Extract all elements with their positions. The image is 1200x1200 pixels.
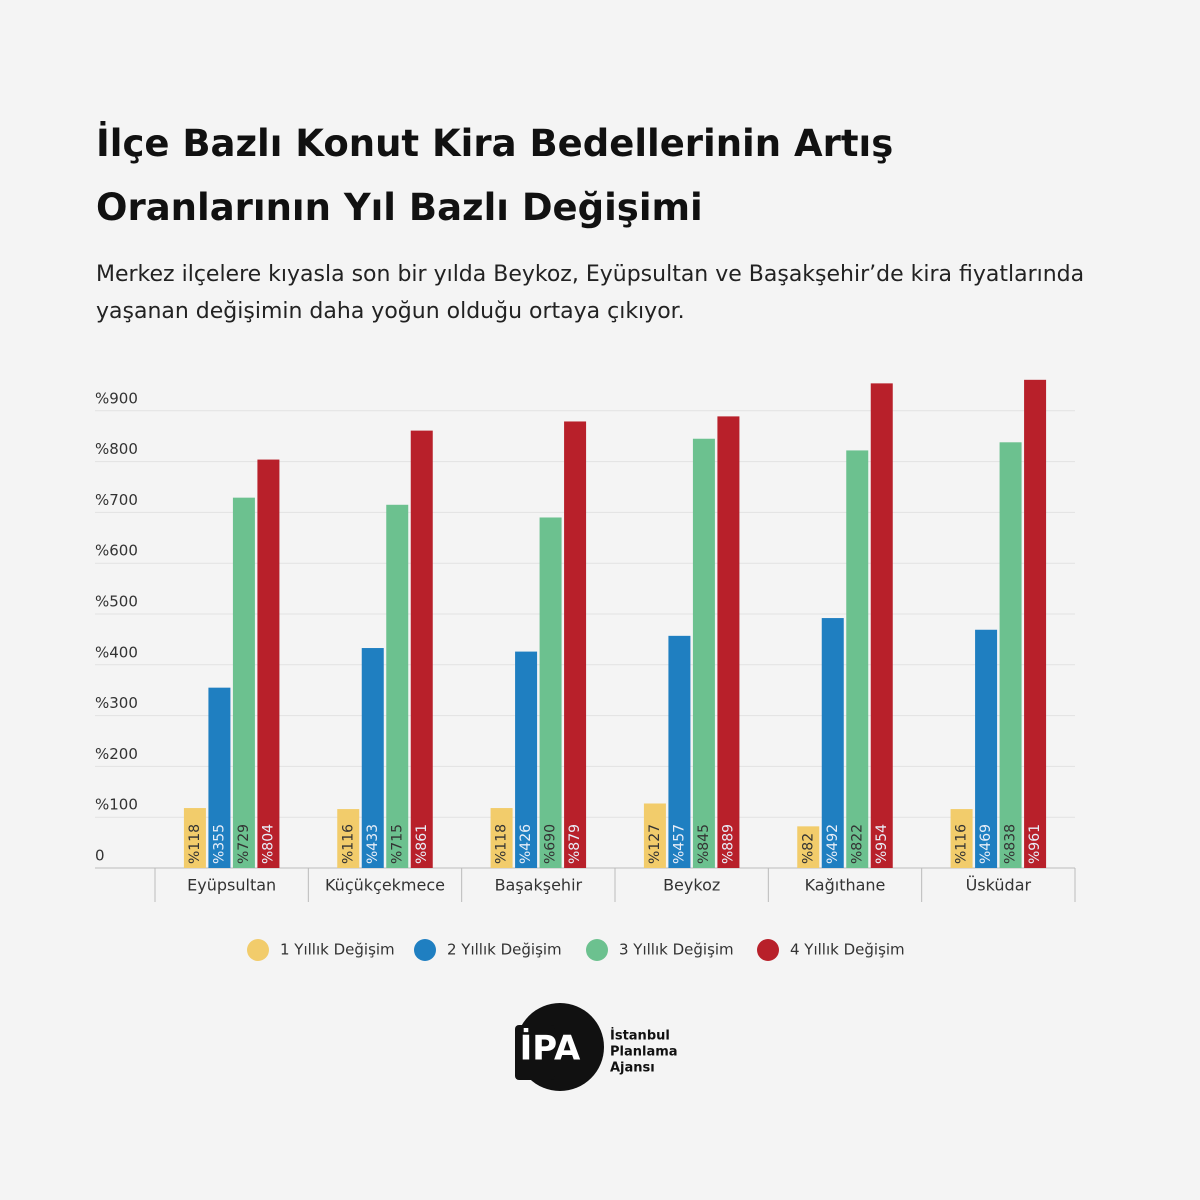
legend-swatch [586, 939, 608, 961]
legend-label: 3 Yıllık Değişim [619, 941, 734, 959]
bar [361, 648, 384, 868]
bar [337, 809, 360, 868]
bar [668, 635, 691, 868]
legend-swatch [414, 939, 436, 961]
bar [1024, 379, 1047, 868]
legend-label: 2 Yıllık Değişim [447, 941, 562, 959]
value-label: %118 [187, 824, 203, 864]
value-label: %961 [1027, 824, 1043, 864]
x-tick-label: Üsküdar [966, 876, 1032, 895]
bar [490, 808, 513, 868]
y-tick-label: %400 [95, 643, 138, 661]
y-tick-label: %500 [95, 593, 138, 611]
y-tick-label: %900 [95, 389, 138, 407]
y-tick-label: %300 [95, 694, 138, 712]
bar [410, 430, 433, 868]
logo: İPA İstanbul Planlama Ajansı [515, 1003, 678, 1091]
value-label: %804 [260, 824, 276, 864]
chart-subtitle: Merkez ilçelere kıyasla son bir yılda Be… [96, 262, 1085, 324]
value-label: %118 [494, 824, 510, 864]
bar [539, 517, 562, 868]
bar [208, 687, 231, 868]
legend-swatch [247, 939, 269, 961]
y-tick-label: %200 [95, 745, 138, 763]
bar [846, 450, 869, 868]
y-tick-label: 0 [95, 847, 105, 865]
bar [515, 651, 538, 868]
value-label: %845 [696, 824, 712, 864]
legend-label: 1 Yıllık Değişim [280, 941, 395, 959]
x-tick-label: Eyüpsultan [187, 876, 276, 895]
bar [257, 459, 280, 868]
value-label: %457 [671, 824, 687, 864]
value-label: %469 [978, 824, 994, 864]
legend-swatch [757, 939, 779, 961]
y-tick-label: %700 [95, 491, 138, 509]
value-label: %426 [518, 824, 534, 864]
y-tick-label: %600 [95, 542, 138, 560]
value-label: %492 [825, 824, 841, 864]
bar [821, 618, 844, 868]
y-tick-label: %800 [95, 440, 138, 458]
bar [797, 826, 820, 868]
x-tick-label: Küçükçekmece [325, 876, 445, 895]
value-label: %879 [567, 824, 583, 864]
value-label: %861 [414, 824, 430, 864]
logo-mark: İPA [520, 1028, 581, 1069]
x-tick-label: Beykoz [663, 876, 720, 895]
bar [386, 504, 409, 868]
value-label: %82 [800, 833, 816, 864]
value-label: %116 [340, 824, 356, 864]
value-label: %838 [1003, 824, 1019, 864]
bar [950, 809, 973, 868]
logo-shape [515, 1025, 555, 1080]
value-label: %889 [720, 824, 736, 864]
bar [717, 416, 740, 868]
bar [643, 803, 666, 868]
bar [870, 383, 893, 868]
bar [232, 497, 255, 868]
value-label: %729 [236, 824, 252, 864]
bar [183, 808, 206, 868]
logo-text: İstanbul [610, 1028, 670, 1044]
chart-title: İlçe Bazlı Konut Kira Bedellerinin Artış… [96, 122, 894, 229]
x-tick-label: Başakşehir [495, 876, 583, 895]
logo-text: Ajansı [610, 1061, 655, 1076]
logo-text: Planlama [610, 1045, 678, 1060]
y-tick-label: %100 [95, 796, 138, 814]
value-label: %355 [211, 824, 227, 864]
bar [564, 421, 587, 868]
x-tick-label: Kağıthane [805, 876, 886, 895]
bar [692, 438, 715, 868]
bar [975, 629, 998, 868]
value-label: %954 [874, 824, 890, 864]
value-label: %690 [543, 824, 559, 864]
legend-label: 4 Yıllık Değişim [790, 941, 905, 959]
value-label: %822 [849, 824, 865, 864]
bar [999, 442, 1022, 868]
value-label: %127 [647, 824, 663, 864]
value-label: %715 [389, 824, 405, 864]
value-label: %433 [365, 824, 381, 864]
value-label: %116 [954, 824, 970, 864]
